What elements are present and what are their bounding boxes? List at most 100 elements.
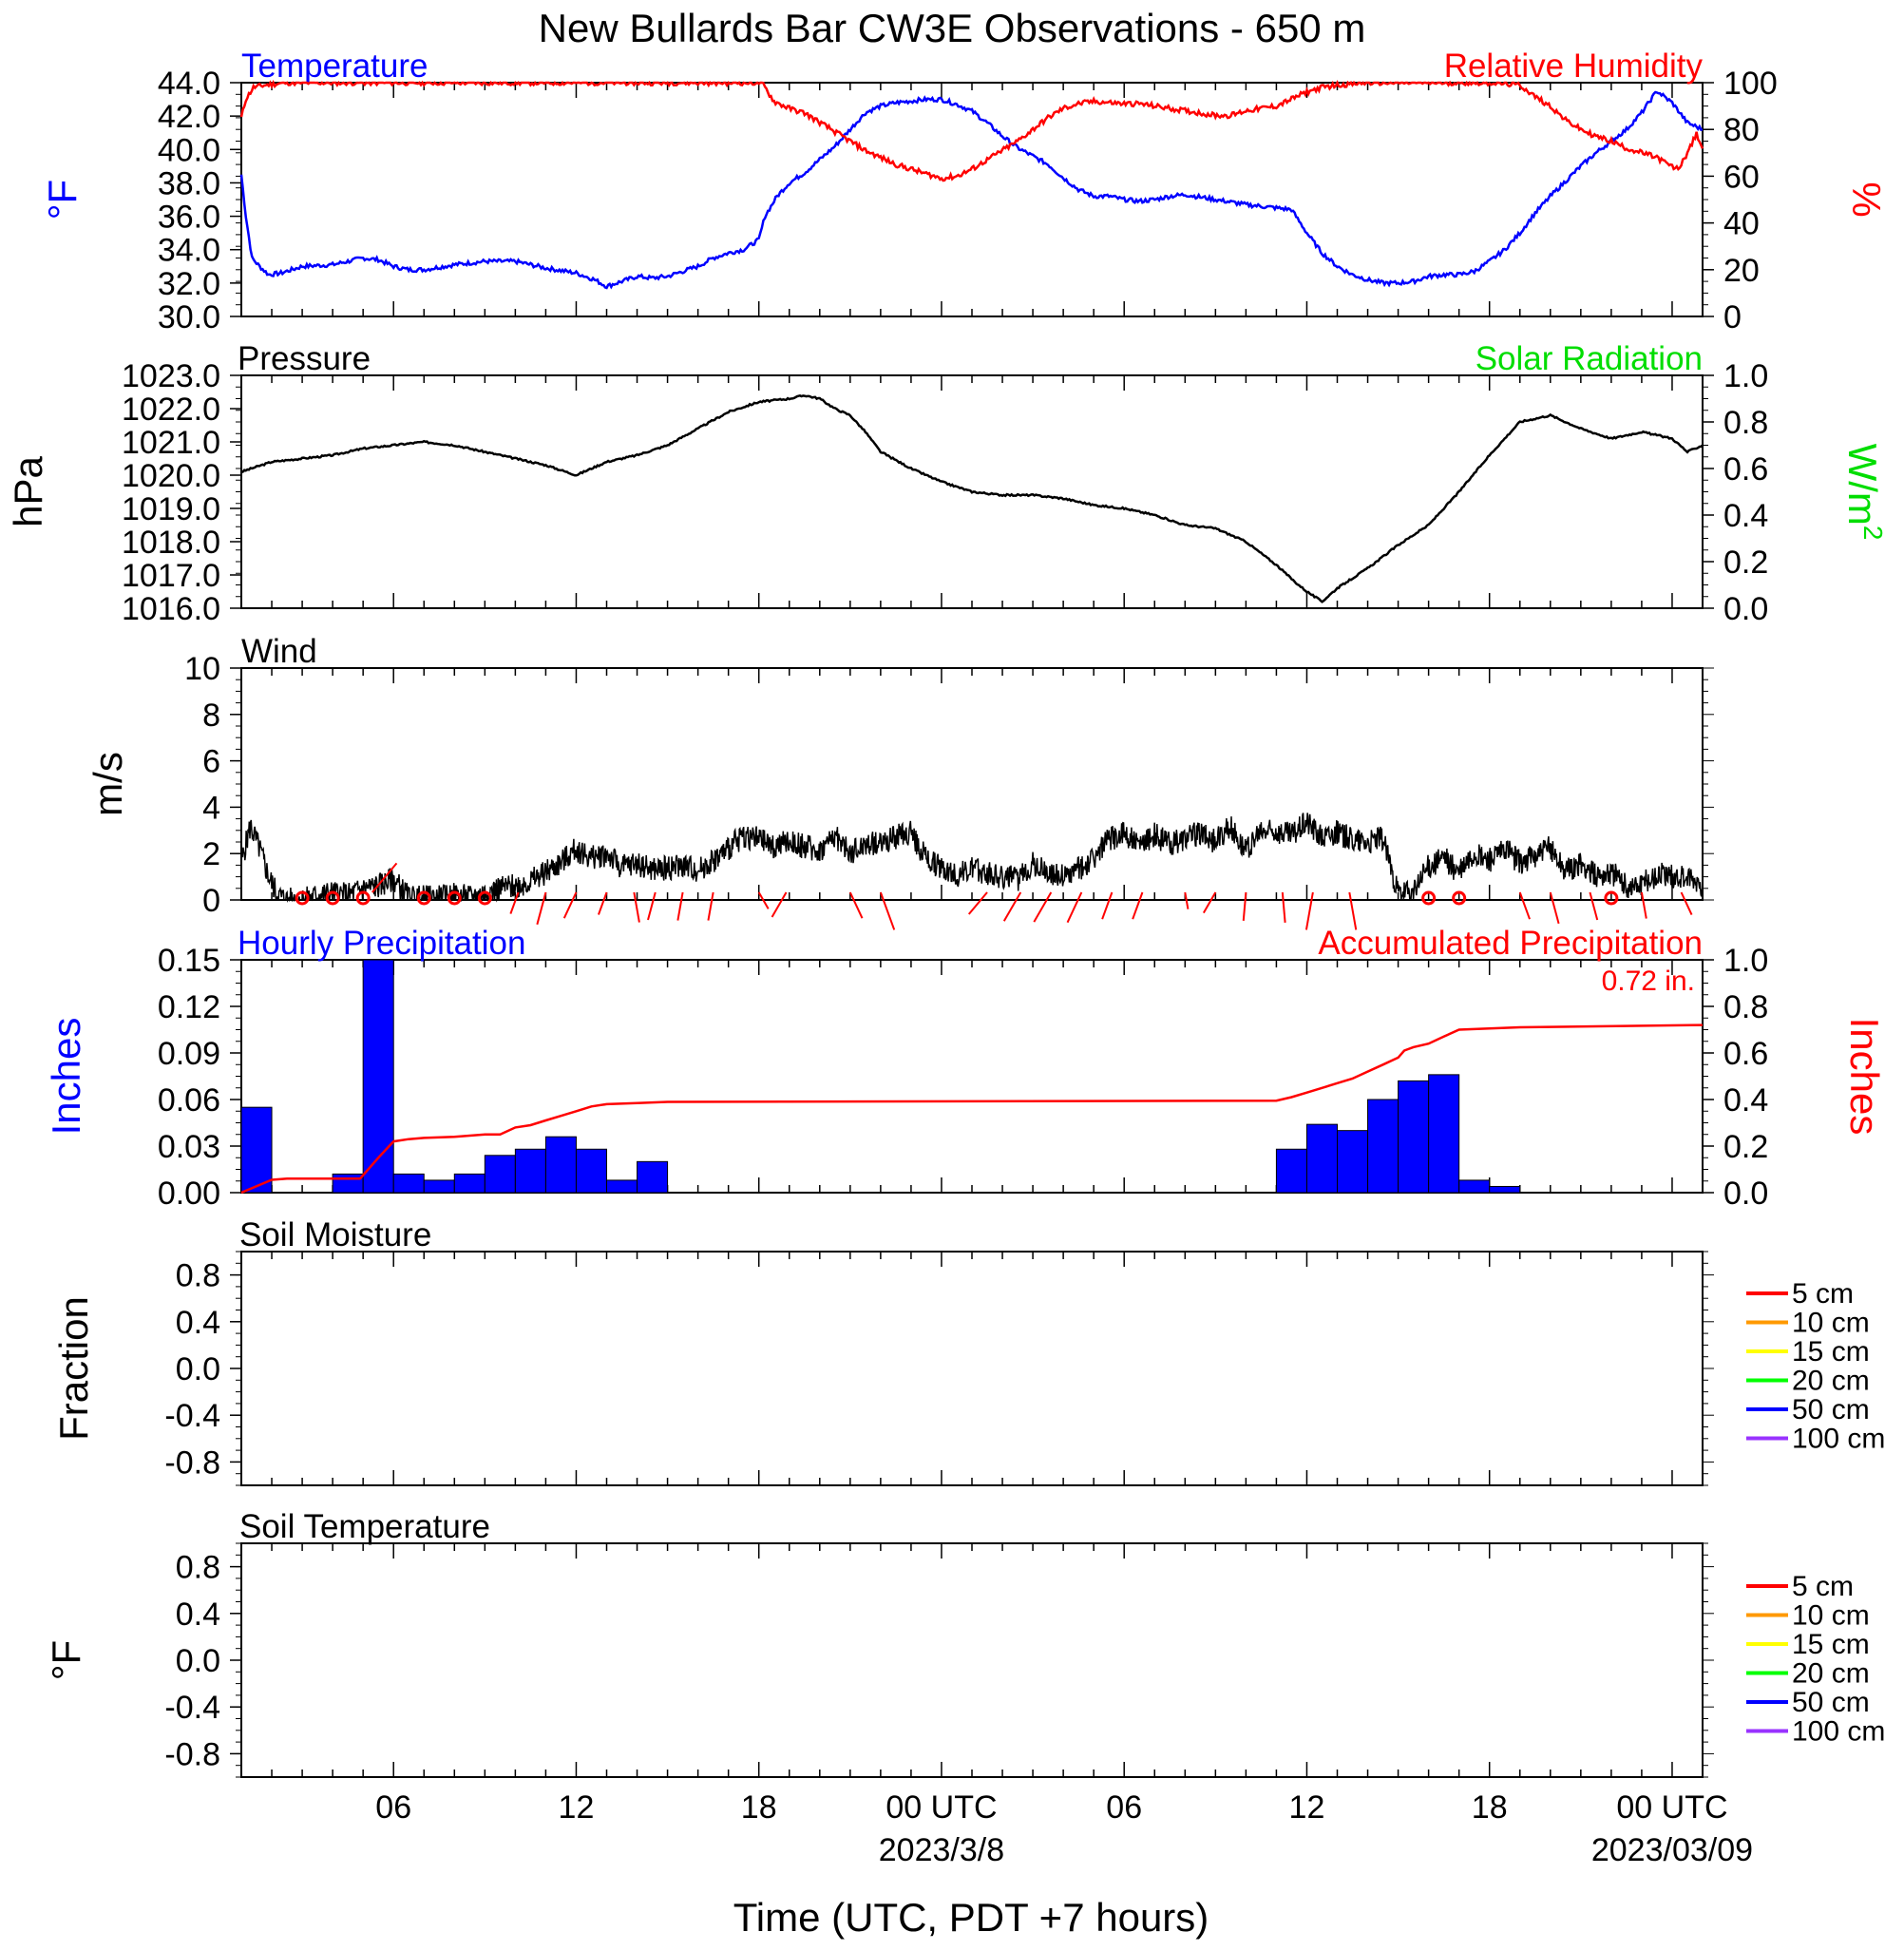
soil_moisture-legend-label: 10 cm <box>1792 1308 1870 1339</box>
soil_temperature-ytick-label: -0.4 <box>164 1690 220 1726</box>
x-axis-label: Time (UTC, PDT +7 hours) <box>733 1895 1209 1940</box>
soil_temperature-legend-label: 100 cm <box>1792 1716 1885 1748</box>
soil_moisture-legend-label: 20 cm <box>1792 1366 1870 1397</box>
wind-barb <box>1242 891 1247 921</box>
precip-ytick-right-label: 0.2 <box>1723 1129 1768 1165</box>
hourly-precip-bar <box>575 1148 607 1194</box>
soil_moisture-legend-label: 5 cm <box>1792 1278 1854 1310</box>
panels: 30.032.034.036.038.040.042.044.002040608… <box>6 48 1889 1778</box>
pressure-panel: 1016.01017.01018.01019.01020.01021.01022… <box>6 340 1888 627</box>
soil_temperature-legend-label: 10 cm <box>1792 1600 1870 1632</box>
precip-frame <box>240 959 1704 1194</box>
solar-title: Solar Radiation <box>1476 340 1703 377</box>
hourly-precip-bar <box>1458 1179 1491 1194</box>
pressure-ytick-label: 1018.0 <box>122 525 220 561</box>
soil_moisture-axis-label: Fraction <box>51 1296 96 1441</box>
soil_moisture-ytick-label: -0.4 <box>164 1398 220 1434</box>
pressure-ytick-right-label: 1.0 <box>1723 358 1768 394</box>
temp_rh-ytick-label: 32.0 <box>158 266 220 302</box>
precip-ytick-label: 0.12 <box>158 989 220 1025</box>
soil_moisture-panel: -0.8 -0.4 0.0 0.4 0.8 Soil Moisture Fraction 5 … <box>51 1216 1885 1486</box>
hourly-precip-bar <box>484 1155 516 1194</box>
time-tick-label: 00 UTC <box>1616 1789 1727 1826</box>
pressure-ytick-label: 1021.0 <box>122 425 220 461</box>
pressure-ytick-label: 1023.0 <box>122 358 220 394</box>
calm-wind-marker <box>295 890 310 906</box>
accum-precip-line <box>240 1023 1704 1195</box>
accum-precip-axis-label: Inches <box>1842 1018 1887 1136</box>
wind-barb <box>1680 891 1693 915</box>
humidity-line <box>239 79 1704 182</box>
soil_temperature-legend-label: 15 cm <box>1792 1629 1870 1660</box>
hourly-precip-bar <box>544 1136 577 1194</box>
soil_moisture-frame <box>240 1251 1704 1486</box>
wind-ytick-label: 2 <box>202 836 220 872</box>
wind-title: Wind <box>241 633 317 670</box>
wind-barb <box>707 891 714 921</box>
soil_temperature-frame <box>240 1542 1704 1778</box>
wind-ytick-label: 6 <box>202 744 220 780</box>
wind-barb <box>536 891 547 926</box>
wind-barb <box>1184 891 1190 909</box>
hourly-precip-bar <box>240 1106 273 1194</box>
soil_temperature-ytick-label: -0.8 <box>164 1736 220 1772</box>
soil_moisture-ytick-label: 0.0 <box>176 1351 220 1387</box>
wind-barb <box>1589 891 1599 921</box>
wind-barb <box>1640 891 1647 919</box>
time-tick-label: 12 <box>1289 1789 1325 1826</box>
precip-ytick-label: 0.15 <box>158 943 220 979</box>
temp_rh-ytick-right-label: 0 <box>1723 299 1742 335</box>
pressure-ytick-label: 1020.0 <box>122 458 220 494</box>
temp_rh-ytick-label: 38.0 <box>158 165 220 201</box>
soil_moisture-legend-label: 15 cm <box>1792 1336 1870 1368</box>
hourly-precip-bar <box>637 1160 669 1194</box>
pressure-ytick-right-label: 0.6 <box>1723 451 1768 488</box>
pressure-ytick-label: 1016.0 <box>122 591 220 627</box>
temp_rh-ytick-label: 30.0 <box>158 299 220 335</box>
soil_temperature-legend-label: 5 cm <box>1792 1571 1854 1602</box>
hourly-precip-bar <box>1489 1185 1521 1194</box>
hourly-precip-bar <box>453 1173 486 1194</box>
temp_rh-ytick-label: 44.0 <box>158 66 220 102</box>
pressure-ytick-label: 1022.0 <box>122 392 220 428</box>
temp_rh-ytick-label: 42.0 <box>158 99 220 135</box>
calm-wind-marker <box>447 890 462 906</box>
soil_moisture-ytick-label: 0.8 <box>176 1258 220 1294</box>
hourly-precip-bar <box>1275 1148 1307 1194</box>
humidity-axis-label: % <box>1844 182 1889 217</box>
soil_temperature-legend-label: 20 cm <box>1792 1658 1870 1690</box>
calm-wind-marker <box>1421 890 1437 906</box>
wind-barb <box>1549 891 1560 925</box>
precip-ytick-label: 0.00 <box>158 1176 220 1212</box>
soil_temperature-ytick-label: 0.0 <box>176 1643 220 1679</box>
soil_temperature-title: Soil Temperature <box>239 1508 490 1545</box>
temp_rh-ytick-right-label: 40 <box>1723 206 1760 242</box>
temperature-title: Temperature <box>241 48 428 85</box>
figure-title: New Bullards Bar CW3E Observations - 650… <box>539 6 1366 50</box>
precip-ytick-right-label: 1.0 <box>1723 943 1768 979</box>
wind-panel: 0 2 4 6 8 10 Wind m/s <box>86 633 1714 930</box>
precip-panel: 0.00 0.03 0.06 0.09 0.12 0.15 0.0 0.2 0.4 0.6 0.8 1… <box>44 925 1887 1212</box>
time-axis: 06 12 18 00 UTC 2023/3/8 06 12 18 00 UTC 2023/03/… <box>375 1789 1753 1868</box>
temp_rh-ytick-label: 40.0 <box>158 132 220 168</box>
temperature-line <box>239 90 1704 290</box>
pressure-ytick-right-label: 0.2 <box>1723 545 1768 581</box>
soil_moisture-legend-label: 50 cm <box>1792 1394 1870 1425</box>
hourly-precip-bar <box>423 1179 455 1194</box>
wind-barb <box>1033 891 1053 923</box>
time-tick-label: 18 <box>741 1789 777 1826</box>
pressure-ytick-label: 1017.0 <box>122 558 220 594</box>
precip-ytick-right-label: 0.4 <box>1723 1082 1768 1119</box>
pressure-line <box>240 393 1704 603</box>
wind-speed-line <box>240 813 1704 903</box>
temp_rh-panel: 30.032.034.036.038.040.042.044.0 0 20 40 60 8… <box>40 48 1889 335</box>
wind-barb <box>1304 891 1314 930</box>
wind-barb <box>757 891 770 909</box>
temp_rh-ytick-label: 36.0 <box>158 200 220 236</box>
wind-barb <box>1202 891 1217 914</box>
hourly-precip-bar <box>392 1173 425 1194</box>
solar-axis-label: W/m2 <box>1840 444 1888 541</box>
pressure-title: Pressure <box>238 340 371 377</box>
date-label: 2023/3/8 <box>879 1832 1004 1868</box>
